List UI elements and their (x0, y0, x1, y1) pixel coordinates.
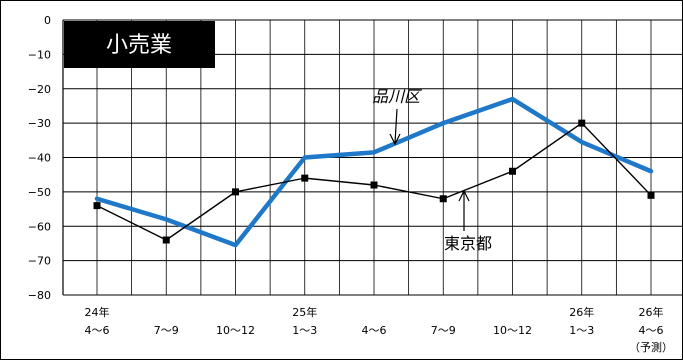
x-tick-label-7-1: 1〜3 (569, 324, 594, 337)
series-1-point-8 (647, 191, 655, 199)
series-1-point-5 (439, 195, 447, 203)
x-tick-label-1-1: 7〜9 (154, 324, 179, 337)
x-tick-label-8-2: （予測） (629, 340, 673, 354)
x-tick-label-4-1: 4〜6 (362, 324, 387, 337)
y-tick-label-3: −30 (28, 117, 51, 130)
y-tick-label-0: 0 (44, 14, 51, 27)
chart-title: 小売業 (106, 33, 172, 58)
x-tick-label-5-1: 7〜9 (431, 324, 456, 337)
series-line-0 (94, 96, 654, 248)
x-tick-label-3-1: 1〜3 (292, 324, 317, 337)
annotation-shinagawa-arrowhead (389, 133, 401, 146)
x-tick-label-8-1: 4〜6 (639, 324, 664, 337)
y-tick-label-5: −50 (28, 186, 51, 199)
x-tick-label-7-0: 26年 (569, 305, 594, 319)
series-1-point-3 (301, 174, 309, 182)
x-tick-label-3-0: 25年 (292, 305, 317, 319)
y-tick-label-1: −10 (28, 48, 51, 61)
annotation-shinagawa-arrow (394, 108, 398, 144)
series-1-point-0 (93, 202, 101, 210)
y-tick-label-4: −40 (28, 152, 51, 165)
x-tick-label-6-1: 10〜12 (493, 324, 532, 337)
series-1-point-4 (370, 181, 378, 189)
annotation-tokyo: 東京都 (444, 234, 492, 253)
x-tick-label-2-1: 10〜12 (216, 324, 255, 337)
annotation-shinagawa: 品川区 (372, 87, 422, 106)
y-tick-label-6: −60 (28, 220, 51, 233)
series-1-point-2 (232, 188, 239, 196)
y-tick-label-7: −70 (28, 255, 51, 268)
y-tick-label-8: −80 (28, 289, 51, 302)
x-tick-label-0-1: 4〜6 (85, 324, 110, 337)
series-1-point-7 (578, 119, 586, 127)
y-tick-label-2: −20 (28, 83, 51, 96)
title-box (64, 21, 215, 68)
x-tick-label-0-0: 24年 (85, 305, 110, 319)
series-1-point-1 (162, 236, 170, 244)
series-1-point-6 (509, 167, 516, 175)
annotation-tokyo-arrowhead (458, 189, 470, 202)
x-tick-label-8-0: 26年 (639, 305, 664, 319)
